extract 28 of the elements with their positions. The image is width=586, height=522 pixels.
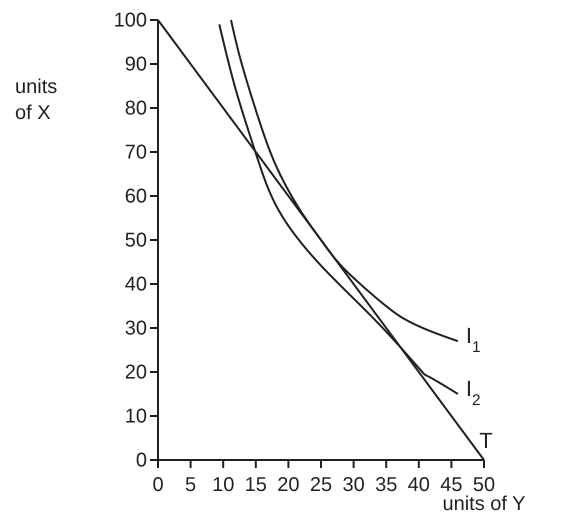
x-tick-label: 30: [342, 474, 365, 496]
x-tick-label: 20: [277, 474, 300, 496]
x-tick-label: 0: [152, 474, 164, 496]
y-tick-label: 10: [124, 405, 147, 428]
x-tick-label: 5: [185, 474, 196, 496]
x-tick-label: 50: [472, 474, 496, 496]
y-tick-label: 90: [124, 53, 147, 76]
x-tick-label: 45: [440, 474, 463, 496]
y-tick-label: 20: [124, 361, 147, 384]
series-label: T: [479, 428, 493, 453]
y-tick-label: 70: [124, 141, 147, 164]
x-axis-title: units of Y: [442, 493, 526, 515]
y-tick-label: 80: [124, 97, 147, 120]
y-axis-title: units of X: [15, 76, 58, 124]
y-tick-label: 50: [124, 229, 147, 252]
x-tick-label: 35: [375, 474, 398, 496]
x-tick-label: 15: [244, 474, 267, 496]
y-tick-label: 60: [124, 185, 147, 208]
x-tick-label: 10: [212, 474, 234, 496]
y-tick-label: 100: [114, 9, 147, 32]
y-tick-label: 0: [136, 449, 147, 472]
x-tick-label: 40: [408, 474, 430, 496]
y-tick-label: 30: [124, 317, 147, 340]
line-series: [218, 23, 459, 395]
series-label: I$_{2}$: [466, 376, 481, 408]
x-tick-label: 25: [310, 474, 332, 496]
series-label: I$_{1}$: [466, 323, 481, 356]
y-tick-label: 40: [124, 273, 147, 296]
